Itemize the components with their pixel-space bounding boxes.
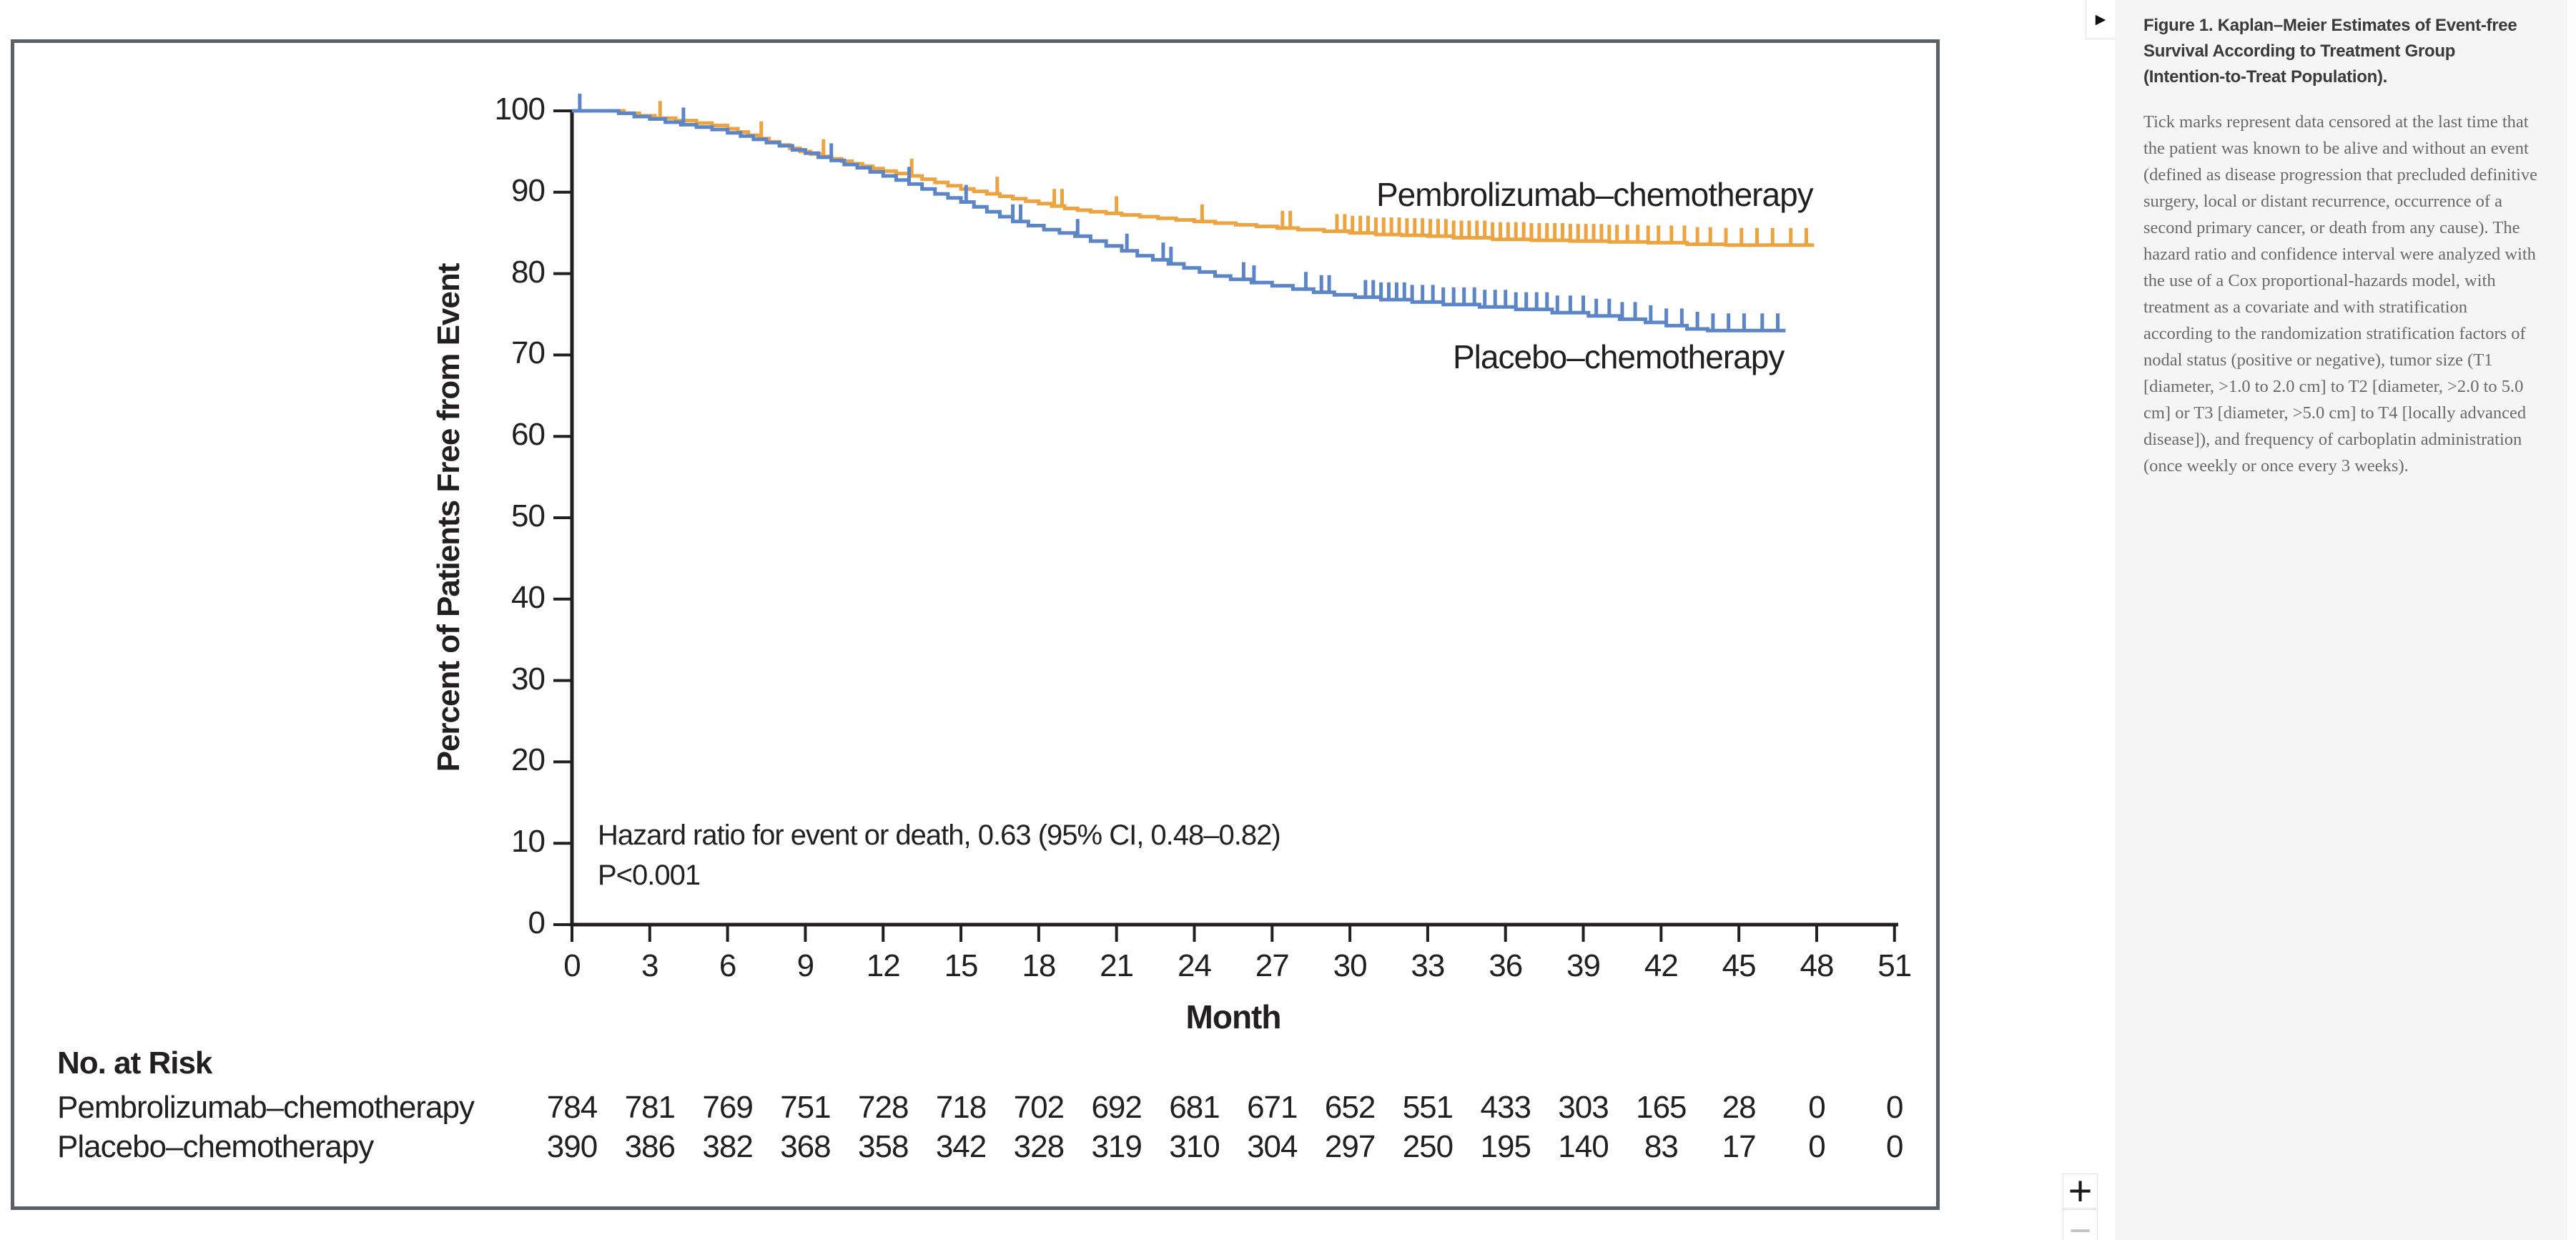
risk-value: 0 (1886, 1090, 1903, 1125)
x-tick-label: 24 (1177, 948, 1212, 983)
risk-value: 702 (1013, 1090, 1065, 1125)
risk-value: 728 (858, 1090, 909, 1125)
y-tick-label: 40 (511, 579, 546, 615)
curve-label-placebo: Placebo–chemotherapy (1453, 338, 1785, 375)
risk-value: 165 (1636, 1090, 1687, 1125)
risk-value: 692 (1091, 1090, 1142, 1125)
caption-title: Figure 1. Kaplan–Meier Estimates of Even… (2143, 16, 2517, 87)
risk-value: 140 (1558, 1129, 1609, 1164)
y-tick-label: 80 (511, 254, 546, 290)
risk-value: 358 (858, 1129, 909, 1164)
risk-value: 652 (1324, 1090, 1376, 1125)
risk-value: 0 (1886, 1129, 1903, 1164)
risk-value: 17 (1722, 1129, 1757, 1164)
risk-value: 433 (1480, 1090, 1531, 1125)
caption-body: Tick marks represent data censored at th… (2143, 112, 2538, 476)
risk-value: 304 (1247, 1129, 1298, 1164)
x-tick-label: 45 (1722, 948, 1757, 983)
zoom-in-button[interactable]: + (2063, 1170, 2098, 1211)
risk-row-label-pembrolizumab: Pembrolizumab–chemotherapy (57, 1090, 475, 1125)
y-tick-label: 100 (494, 92, 546, 127)
risk-value: 681 (1169, 1090, 1220, 1125)
risk-value: 328 (1013, 1129, 1065, 1164)
collapse-caption-button[interactable]: ▶ (2086, 0, 2115, 39)
risk-value: 718 (935, 1090, 987, 1125)
x-axis-title: Month (1185, 998, 1282, 1035)
risk-value: 303 (1558, 1090, 1609, 1125)
x-tick-label: 36 (1489, 948, 1523, 983)
y-tick-label: 10 (511, 824, 546, 860)
x-tick-label: 33 (1411, 948, 1445, 983)
y-tick-label: 0 (528, 905, 546, 940)
risk-value: 0 (1808, 1090, 1825, 1125)
x-tick-label: 3 (641, 948, 658, 983)
x-tick-label: 27 (1255, 948, 1290, 983)
y-tick-label: 90 (511, 172, 546, 208)
hazard-ratio-annotation: Hazard ratio for event or death, 0.63 (9… (598, 820, 1281, 851)
x-tick-label: 42 (1644, 948, 1679, 983)
x-tick-label: 48 (1800, 948, 1834, 983)
risk-value: 784 (546, 1090, 598, 1125)
risk-value: 319 (1091, 1129, 1142, 1164)
zoom-out-button[interactable]: − (2063, 1209, 2098, 1240)
y-tick-label: 70 (511, 335, 546, 371)
x-tick-label: 15 (944, 948, 979, 983)
risk-value: 342 (935, 1129, 987, 1164)
y-tick-label: 20 (511, 742, 546, 778)
risk-table-title: No. at Risk (57, 1045, 212, 1081)
risk-row-label-placebo: Placebo–chemotherapy (57, 1129, 374, 1164)
x-tick-label: 51 (1877, 948, 1912, 983)
x-tick-label: 21 (1100, 948, 1134, 983)
x-tick-label: 9 (796, 948, 814, 983)
x-tick-label: 39 (1566, 948, 1601, 983)
risk-value: 250 (1402, 1129, 1454, 1164)
risk-value: 310 (1169, 1129, 1220, 1164)
x-tick-label: 30 (1333, 948, 1368, 983)
x-tick-label: 18 (1022, 948, 1056, 983)
risk-value: 551 (1402, 1090, 1454, 1125)
p-value-annotation: P<0.001 (598, 860, 701, 891)
y-tick-label: 30 (511, 661, 546, 697)
risk-value: 368 (780, 1129, 831, 1164)
risk-value: 0 (1808, 1129, 1825, 1164)
x-tick-label: 6 (719, 948, 736, 983)
risk-value: 28 (1722, 1090, 1757, 1125)
risk-value: 195 (1480, 1129, 1531, 1164)
risk-value: 390 (546, 1129, 598, 1164)
y-tick-label: 50 (511, 498, 546, 533)
risk-value: 769 (702, 1090, 753, 1125)
caption-scrollbar[interactable] (2567, 0, 2576, 1240)
risk-value: 297 (1324, 1129, 1376, 1164)
risk-value: 83 (1644, 1129, 1679, 1164)
caret-right-icon: ▶ (2095, 11, 2106, 27)
caption-panel: Figure 1. Kaplan–Meier Estimates of Even… (2115, 0, 2576, 1240)
risk-value: 386 (624, 1129, 676, 1164)
figure-panel (11, 39, 1940, 1210)
risk-value: 781 (624, 1090, 676, 1125)
x-tick-label: 0 (563, 948, 581, 983)
risk-value: 671 (1247, 1090, 1298, 1125)
curve-label-pembrolizumab: Pembrolizumab–chemotherapy (1376, 176, 1814, 213)
y-tick-label: 60 (511, 417, 546, 453)
risk-value: 382 (702, 1129, 753, 1164)
risk-value: 751 (780, 1090, 831, 1125)
x-tick-label: 12 (866, 948, 901, 983)
